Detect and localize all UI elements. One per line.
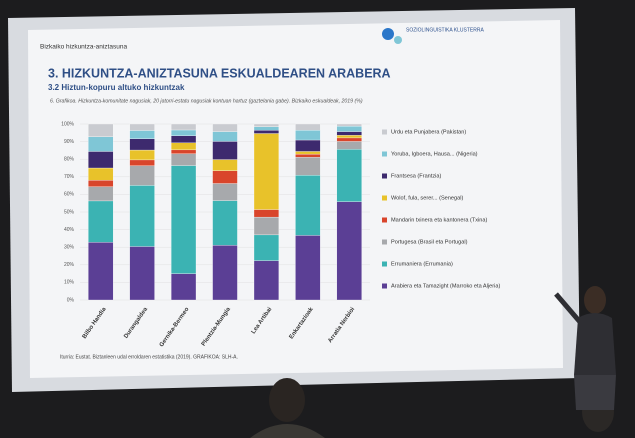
bar-segment [337, 149, 362, 201]
bar-segment [254, 134, 279, 210]
logo-mark [382, 28, 394, 40]
bar-segment [295, 175, 320, 235]
bar-segment [171, 124, 196, 130]
bar-segment [171, 143, 196, 150]
bar-segment [213, 160, 238, 171]
section-title: 3. HIZKUNTZA-ANIZTASUNA ESKUALDEAREN ARA… [48, 66, 391, 80]
legend-swatch [382, 130, 387, 135]
chart-title: 6. Grafikoa. Hizkuntza-komunitate nagusi… [50, 98, 363, 104]
legend-label: Frantsesa (Frantzia) [391, 173, 441, 179]
y-tick-label: 80% [64, 157, 75, 163]
bar-segment [213, 141, 238, 159]
y-tick-label: 50% [64, 209, 75, 215]
bar-segment [88, 201, 113, 242]
bar-segment [337, 126, 362, 131]
bar-segment [337, 141, 362, 149]
page: {"slide": {"header": "Bizkaiko hizkuntza… [0, 0, 635, 438]
bar-segment [130, 150, 155, 160]
legend-swatch [382, 262, 387, 267]
logo-text: SOZIOLINGUISTIKA KLUSTERRA [406, 27, 484, 33]
legend-swatch [382, 152, 387, 157]
bar-segment [295, 151, 320, 154]
legend-swatch [382, 284, 387, 289]
speaker-legs [574, 375, 616, 410]
bar-segment [295, 124, 320, 130]
legend-label: Yoruba, Igboera, Hausa... (Nigeria) [391, 151, 478, 157]
logo-mark [394, 36, 402, 44]
legend-label: Wolof, fula, serer... (Senegal) [391, 195, 463, 201]
bar-segment [130, 124, 155, 131]
y-tick-label: 70% [64, 174, 75, 180]
bar-segment [295, 157, 320, 175]
bar-segment [295, 235, 320, 300]
bar-segment [88, 180, 113, 187]
bar-segment [213, 245, 238, 300]
bar-segment [88, 151, 113, 168]
bar-segment [254, 127, 279, 131]
y-tick-label: 10% [64, 280, 75, 286]
bar-segment [213, 183, 238, 200]
y-tick-label: 0% [67, 297, 75, 303]
bar-segment [254, 235, 279, 261]
legend-swatch [382, 196, 387, 201]
legend-swatch [382, 174, 387, 179]
bar-segment [295, 140, 320, 151]
bar-segment [130, 185, 155, 246]
legend-swatch [382, 240, 387, 245]
bar-segment [213, 171, 238, 184]
legend-swatch [382, 218, 387, 223]
bar-segment [337, 202, 362, 300]
bar-segment [213, 132, 238, 142]
bar-segment [171, 136, 196, 143]
bar-segment [254, 124, 279, 127]
bar-segment [254, 261, 279, 300]
subsection-title: 3.2 Hiztun-kopuru altuko hizkuntzak [48, 83, 185, 92]
y-tick-label: 60% [64, 192, 75, 198]
legend-label: Urdu eta Punjabera (Pakistan) [391, 129, 466, 135]
bar-segment [171, 166, 196, 274]
legend-label: Mandarin txinera eta kantonera (Txina) [391, 217, 488, 223]
bar-segment [213, 201, 238, 246]
bar-segment [337, 132, 362, 136]
y-tick-label: 90% [64, 139, 75, 145]
bar-segment [171, 150, 196, 154]
bar-segment [88, 124, 113, 137]
bar-segment [130, 166, 155, 186]
bar-segment [88, 137, 113, 152]
bar-segment [130, 160, 155, 166]
bar-segment [88, 242, 113, 300]
speaker-head [584, 286, 606, 314]
bar-segment [337, 138, 362, 142]
source: Iturria: Eustat. Biztanleen udal errolda… [60, 354, 238, 360]
y-tick-label: 100% [61, 121, 74, 127]
bar-segment [337, 135, 362, 138]
y-tick-label: 40% [64, 227, 75, 233]
bar-segment [130, 139, 155, 150]
bar-segment [171, 130, 196, 136]
bar-segment [254, 130, 279, 133]
bar-segment [88, 187, 113, 201]
slide-header: Bizkaiko hizkuntza-aniztasuna [40, 44, 127, 51]
bar-segment [171, 274, 196, 300]
legend-label: Errumaniera (Errumania) [391, 261, 453, 267]
bar-segment [337, 124, 362, 126]
bar-segment [171, 154, 196, 166]
bar-segment [295, 154, 320, 157]
y-tick-label: 20% [64, 262, 75, 268]
bar-segment [254, 210, 279, 218]
legend-label: Portugesa (Brasil eta Portugal) [391, 239, 468, 245]
y-tick-label: 30% [64, 245, 75, 251]
bar-segment [88, 168, 113, 180]
legend-label: Arabiera eta Tamazight (Marroko eta Alje… [391, 283, 500, 289]
photo: SOZIOLINGUISTIKA KLUSTERRA Bizkaiko hizk… [0, 0, 635, 438]
audience-head [269, 378, 305, 422]
bar-segment [254, 217, 279, 235]
bar-segment [213, 124, 238, 132]
bar-segment [130, 131, 155, 139]
bar-segment [295, 130, 320, 140]
bar-segment [130, 246, 155, 300]
speaker-body [574, 313, 616, 375]
